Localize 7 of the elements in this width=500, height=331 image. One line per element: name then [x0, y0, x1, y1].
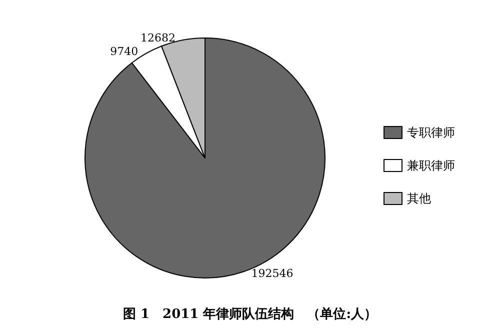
data-label: 9740 [110, 45, 138, 58]
text: 图 1 2011 年律师队伍结构 （单位:人） [122, 306, 378, 322]
legend-label: 其他 [407, 192, 431, 206]
data-label: 192546 [251, 267, 294, 280]
legend-label: 兼职律师 [407, 158, 455, 172]
data-label: 12682 [140, 32, 176, 45]
legend-label: 专职律师 [407, 126, 455, 140]
